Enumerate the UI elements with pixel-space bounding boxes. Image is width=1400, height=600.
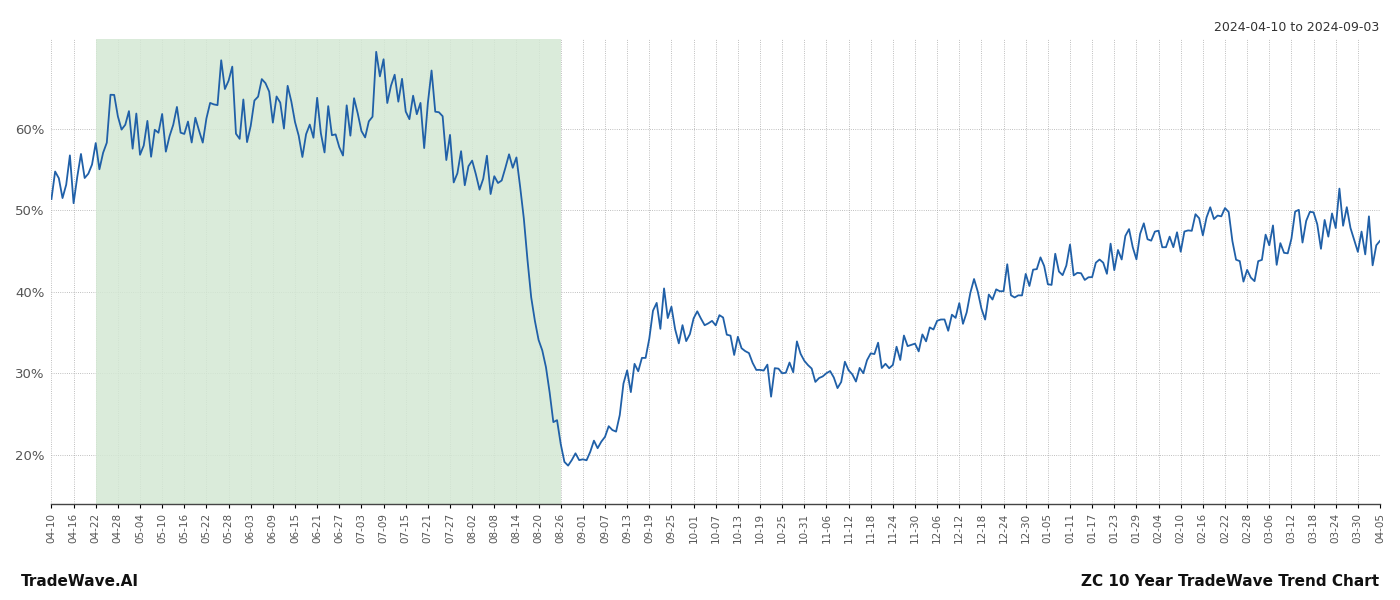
Text: ZC 10 Year TradeWave Trend Chart: ZC 10 Year TradeWave Trend Chart	[1081, 574, 1379, 589]
Text: 2024-04-10 to 2024-09-03: 2024-04-10 to 2024-09-03	[1214, 21, 1379, 34]
Bar	[95, 39, 561, 504]
Text: TradeWave.AI: TradeWave.AI	[21, 574, 139, 589]
